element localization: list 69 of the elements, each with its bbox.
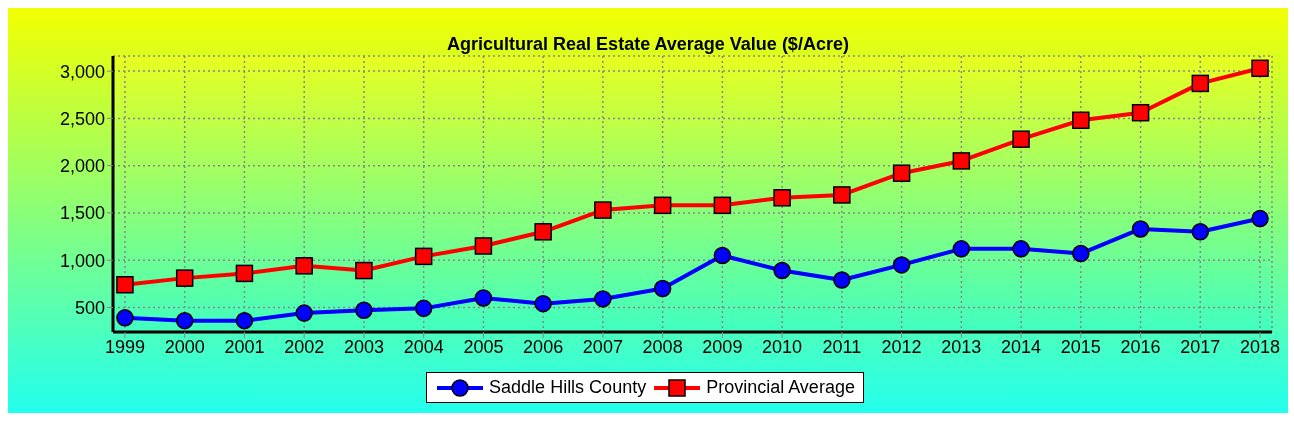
point [952,152,971,170]
x-tick-label: 2017 [1180,336,1221,357]
point [1012,240,1030,258]
x-tick-label: 2006 [523,336,564,357]
x-tick-label: 2010 [762,336,803,357]
point [1251,209,1269,228]
point [1251,59,1269,78]
point [1131,220,1150,238]
point [235,264,254,283]
point [355,301,373,320]
x-tick-label: 2005 [463,336,504,357]
x-tick-label: 2015 [1060,336,1101,357]
y-tick-label: 3,000 [59,61,105,82]
point [1131,103,1150,122]
point [1191,74,1210,93]
point [713,246,732,265]
x-tick-label: 2003 [343,336,384,357]
point [355,261,373,280]
point [175,311,194,330]
point [474,237,493,255]
point [534,294,552,313]
point [116,309,134,327]
point [1072,111,1090,130]
point [713,196,732,215]
point [474,289,493,307]
point [773,189,791,207]
point [892,256,911,274]
y-tick-label: 500 [74,297,105,318]
x-tick-label: 2002 [284,336,325,357]
point [892,164,911,182]
x-tick-label: 2009 [702,336,743,357]
point [833,271,851,289]
x-tick-label: 2012 [881,336,922,357]
point [414,247,433,266]
point [594,290,612,308]
legend-label: Saddle Hills County [488,377,647,398]
point [594,201,612,219]
x-tick-label: 2008 [642,336,683,357]
x-tick-label: 2011 [822,336,862,357]
y-tick-label: 1,000 [59,250,105,271]
x-tick-label: 2016 [1120,336,1161,357]
point [653,279,672,298]
point [773,261,791,280]
point [1012,130,1030,148]
chart-title: Agricultural Real Estate Average Value ($/Acre) [446,33,850,54]
y-tick-label: 2,000 [59,156,105,177]
legend-label: Provincial Average [705,377,855,398]
point [295,304,313,322]
y-tick-label: 2,500 [59,108,105,129]
point [653,196,672,215]
point [1072,244,1090,263]
x-tick-label: 2018 [1240,336,1281,357]
point [952,240,971,258]
point [414,299,433,318]
x-tick-label: 2007 [582,336,623,357]
x-tick-label: 2014 [1001,336,1042,357]
x-tick-label: 1999 [104,336,145,357]
x-tick-label: 2004 [403,336,444,357]
x-tick-label: 2000 [164,336,205,357]
point [534,223,552,241]
y-tick-label: 1,500 [59,203,105,224]
point [235,311,254,330]
point [833,186,851,204]
point [116,275,134,294]
x-tick-label: 2001 [224,336,265,357]
x-tick-label: 2013 [941,336,982,357]
point [175,269,194,287]
point [1191,223,1210,241]
point [295,257,313,275]
